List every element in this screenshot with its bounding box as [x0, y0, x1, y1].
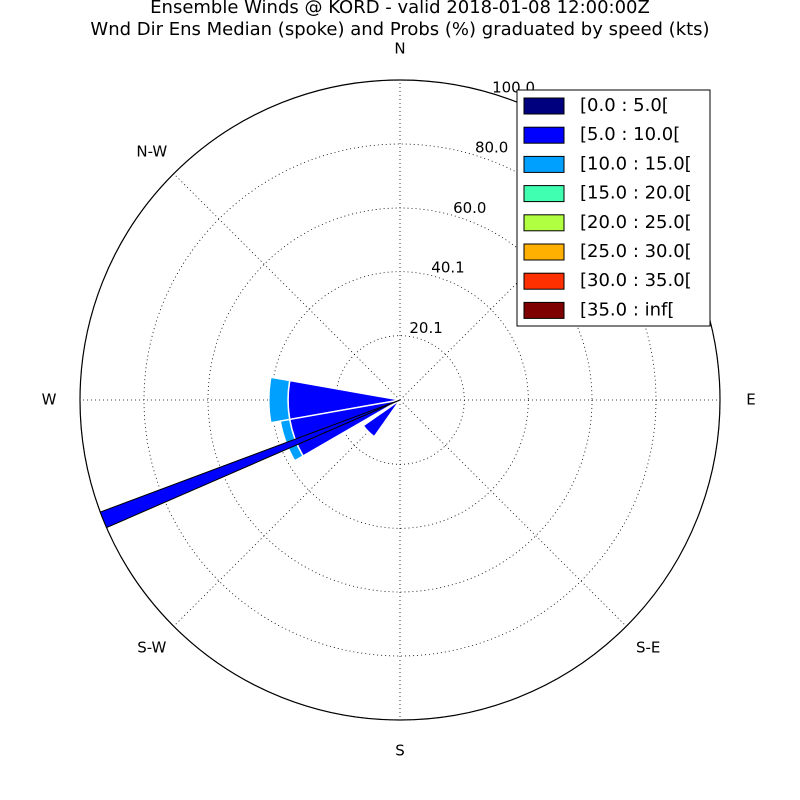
radial-tick-label: 20.1	[409, 319, 442, 337]
radial-grid-ring	[271, 271, 529, 529]
legend-label: [5.0 : 10.0[	[580, 124, 680, 145]
legend-label: [0.0 : 5.0[	[580, 95, 669, 116]
legend-label: [20.0 : 25.0[	[580, 212, 692, 233]
radial-grid-ring	[143, 143, 657, 657]
legend-label: [35.0 : inf[	[580, 299, 674, 320]
radial-grid-ring	[207, 207, 593, 593]
chart-title: Ensemble Winds @ KORD - valid 2018-01-08…	[150, 0, 650, 18]
legend-swatch	[523, 243, 565, 261]
legend-label: [25.0 : 30.0[	[580, 241, 692, 262]
radial-tick-label: 60.0	[453, 199, 486, 217]
direction-label: S	[395, 742, 405, 760]
legend-swatch	[523, 155, 565, 173]
legend-label: [30.0 : 35.0[	[580, 270, 692, 291]
angular-grid-line	[399, 399, 627, 627]
angular-grid-line	[173, 399, 401, 627]
median-spoke	[99, 399, 401, 529]
angular-grid-line	[399, 173, 627, 401]
legend-swatch	[523, 214, 565, 232]
radial-tick-label: 40.1	[431, 259, 464, 277]
direction-label: S-E	[636, 639, 660, 657]
legend-label: [15.0 : 20.0[	[580, 183, 692, 204]
legend-swatch	[523, 97, 565, 115]
legend-swatch	[523, 126, 565, 144]
direction-label: N-W	[136, 142, 167, 160]
direction-label: E	[746, 391, 755, 409]
direction-label: S-W	[137, 639, 166, 657]
direction-label: W	[42, 391, 57, 409]
radial-grid-ring	[335, 335, 465, 465]
wind-sector	[268, 376, 291, 424]
radial-grid-ring	[79, 79, 721, 721]
chart-subtitle: Wnd Dir Ens Median (spoke) and Probs (%)…	[90, 19, 709, 40]
radial-tick-label: 80.0	[475, 139, 508, 157]
legend-label: [10.0 : 15.0[	[580, 153, 692, 174]
wind-sector	[362, 399, 401, 438]
legend-swatch	[523, 272, 565, 290]
legend-swatch	[523, 301, 565, 319]
legend-swatch	[523, 185, 565, 203]
direction-label: N	[394, 40, 405, 58]
legend: [0.0 : 5.0[ [5.0 : 10.0[ [10.0 : 15.0[ [15.…	[516, 89, 711, 327]
angular-grid-line	[173, 173, 401, 401]
